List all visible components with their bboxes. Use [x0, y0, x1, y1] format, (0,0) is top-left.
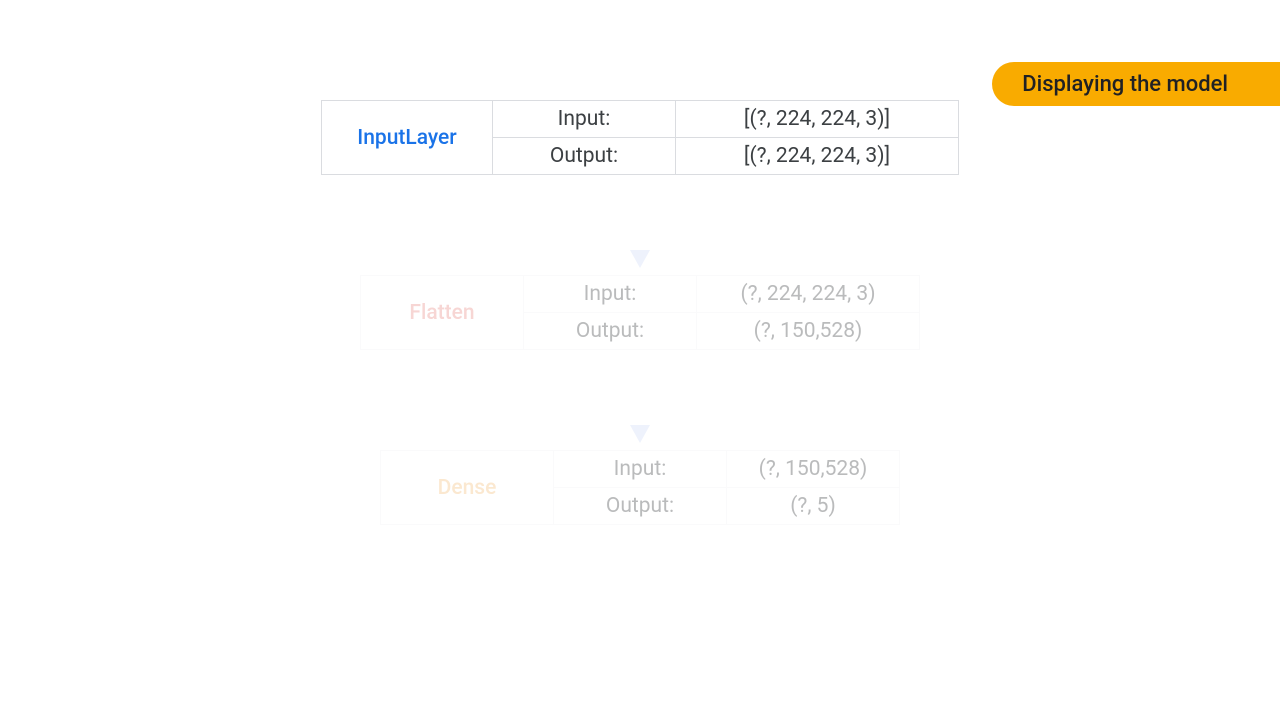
input-label: Input: [493, 101, 676, 138]
input-label: Input: [524, 276, 697, 313]
output-value: [(?, 224, 224, 3)] [676, 138, 959, 175]
flow-arrow-icon [625, 180, 655, 270]
layer-name: InputLayer [322, 101, 493, 175]
layer-block: DenseInput:(?, 150,528)Output:(?, 5) [380, 450, 900, 525]
output-label: Output: [524, 313, 697, 350]
model-diagram: InputLayerInput:[(?, 224, 224, 3)]Output… [0, 100, 1280, 525]
layer-name: Dense [381, 451, 554, 525]
layer-block: FlattenInput:(?, 224, 224, 3)Output:(?, … [360, 275, 920, 350]
layer-name: Flatten [361, 276, 524, 350]
layer-block: InputLayerInput:[(?, 224, 224, 3)]Output… [321, 100, 959, 175]
flow-arrow [625, 350, 655, 450]
flow-arrow [625, 175, 655, 275]
output-label: Output: [554, 488, 727, 525]
input-value: (?, 224, 224, 3) [697, 276, 920, 313]
output-value: (?, 5) [727, 488, 900, 525]
output-label: Output: [493, 138, 676, 175]
layer-table: FlattenInput:(?, 224, 224, 3)Output:(?, … [360, 275, 920, 350]
input-value: [(?, 224, 224, 3)] [676, 101, 959, 138]
title-text: Displaying the model [1022, 72, 1228, 97]
input-value: (?, 150,528) [727, 451, 900, 488]
flow-arrow-icon [625, 355, 655, 445]
input-label: Input: [554, 451, 727, 488]
layer-table: DenseInput:(?, 150,528)Output:(?, 5) [380, 450, 900, 525]
layer-table: InputLayerInput:[(?, 224, 224, 3)]Output… [321, 100, 959, 175]
output-value: (?, 150,528) [697, 313, 920, 350]
